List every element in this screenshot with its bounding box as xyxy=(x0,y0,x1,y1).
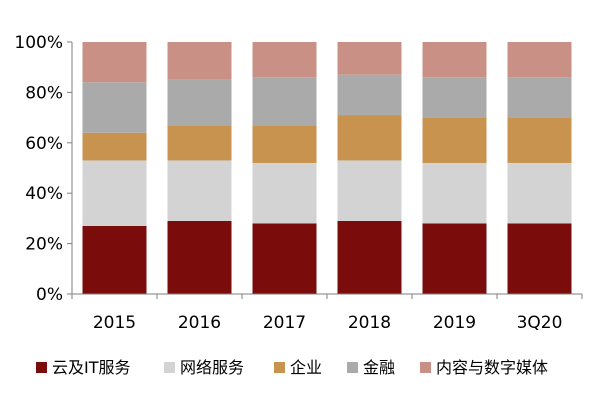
legend-label-1: 云及IT服务 xyxy=(52,358,131,377)
bar-segment-2018-series-4 xyxy=(337,74,402,116)
y-tick-label: 40% xyxy=(25,184,63,204)
bar-segment-2017-series-5 xyxy=(252,42,317,78)
bar-segment-2017-series-2 xyxy=(252,162,317,224)
bar-segment-2019-series-5 xyxy=(422,42,487,78)
bar-segment-2015-series-3 xyxy=(82,132,147,161)
x-tick-label: 2015 xyxy=(93,313,136,333)
bar-segment-2015-series-1 xyxy=(82,225,147,294)
bar-segment-2019-series-4 xyxy=(422,77,487,118)
legend-label-5: 内容与数字媒体 xyxy=(436,358,548,377)
bar-segment-2016-series-3 xyxy=(167,125,232,161)
bar-segment-2017-series-1 xyxy=(252,223,317,294)
bar-segment-2018-series-3 xyxy=(337,115,402,161)
y-tick-label: 0% xyxy=(36,285,63,305)
legend-swatch-4 xyxy=(347,362,358,373)
bar-segment-2018-series-5 xyxy=(337,42,402,75)
bar-segment-2016-series-2 xyxy=(167,160,232,221)
bar-segment-2016-series-5 xyxy=(167,42,232,80)
bar-segment-2019-series-3 xyxy=(422,117,487,163)
bar-segment-3Q20-series-5 xyxy=(507,42,572,78)
x-tick-label: 2016 xyxy=(178,313,221,333)
bar-segment-3Q20-series-2 xyxy=(507,162,572,224)
bar-segment-2016-series-1 xyxy=(167,220,232,294)
legend: 云及IT服务 网络服务 企业 金融 内容与数字媒体 xyxy=(36,358,548,377)
bar-segment-2019-series-2 xyxy=(422,162,487,224)
y-tick-label: 20% xyxy=(25,235,63,255)
bar-segment-3Q20-series-1 xyxy=(507,223,572,294)
legend-swatch-3 xyxy=(274,362,285,373)
bar-segment-3Q20-series-4 xyxy=(507,77,572,118)
legend-swatch-1 xyxy=(36,362,47,373)
x-tick-label: 3Q20 xyxy=(517,313,563,333)
legend-swatch-5 xyxy=(420,362,431,373)
bar-segment-2019-series-1 xyxy=(422,223,487,294)
bar-segment-2016-series-4 xyxy=(167,79,232,126)
legend-label-4: 金融 xyxy=(363,358,395,377)
y-tick-label: 100% xyxy=(14,33,63,53)
bar-segment-2015-series-2 xyxy=(82,160,147,226)
legend-swatch-2 xyxy=(164,362,175,373)
x-tick-label: 2017 xyxy=(263,313,306,333)
bar-segment-2018-series-2 xyxy=(337,160,402,221)
bar-segment-2018-series-1 xyxy=(337,220,402,294)
bar-segment-2015-series-5 xyxy=(82,42,147,83)
x-tick-label: 2019 xyxy=(433,313,476,333)
y-tick-label: 80% xyxy=(25,83,63,103)
legend-label-2: 网络服务 xyxy=(180,358,244,377)
x-tick-label: 2018 xyxy=(348,313,391,333)
y-tick-label: 60% xyxy=(25,134,63,154)
bar-segment-3Q20-series-3 xyxy=(507,117,572,163)
bar-segment-2015-series-4 xyxy=(82,82,147,133)
bar-segment-2017-series-3 xyxy=(252,125,317,163)
bar-segment-2017-series-4 xyxy=(252,77,317,126)
legend-label-3: 企业 xyxy=(290,358,322,377)
plot-area: 0% 20% 40% 60% 80% 100% 2015 2016 2017 2018 2019 3Q… xyxy=(14,33,583,333)
